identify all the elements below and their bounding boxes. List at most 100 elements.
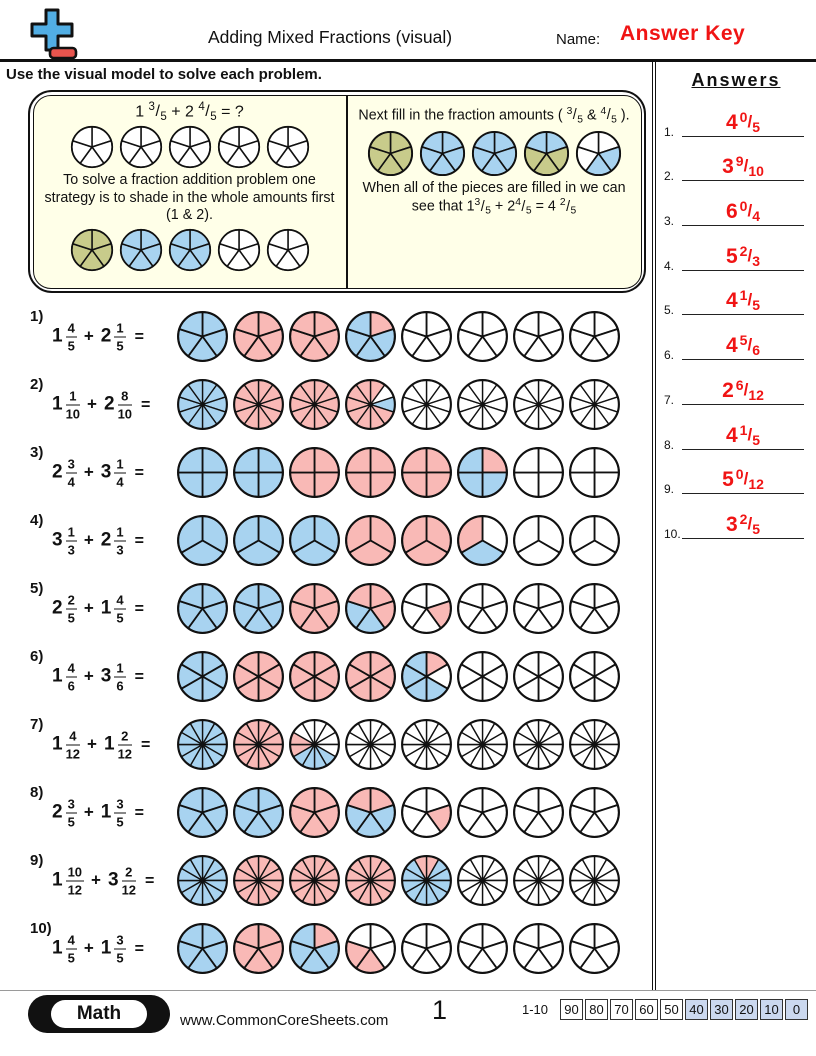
answer-whole: 4 — [725, 334, 738, 358]
problem-row: 1) 1 4 5 +2 1 5 = — [0, 303, 652, 371]
fraction-circle — [345, 855, 396, 906]
fraction-circle — [177, 855, 228, 906]
answer-denominator: 3 — [752, 252, 760, 269]
fraction-circle — [233, 923, 284, 974]
equals-sign: = — [141, 736, 151, 754]
answer-number: 5. — [664, 303, 675, 318]
fraction-circle — [233, 855, 284, 906]
fraction-numerator: 10 — [65, 864, 85, 882]
fraction-numerator: 1 — [114, 524, 126, 542]
problem-expression: 1 4 5 +1 3 5 = — [52, 934, 144, 965]
stacked-fraction: 4 12 — [65, 730, 81, 761]
answer-item: 1. 4 0/5 — [656, 98, 816, 143]
inline-fraction: 4/5 — [600, 105, 617, 126]
problem-row: 6) 1 4 6 +3 1 6 = — [0, 643, 652, 711]
fraction-circle — [419, 130, 465, 176]
plus-sign: + — [83, 530, 94, 550]
answer-numerator: 2 — [739, 510, 748, 527]
plus-sign: + — [91, 870, 101, 890]
score-range-label: 1-10 — [522, 1002, 549, 1017]
fraction-denominator: 12 — [121, 882, 137, 898]
whole-number: 1 — [103, 733, 115, 755]
answer-number: 8. — [664, 437, 675, 452]
score-box: 30 — [710, 999, 733, 1020]
fraction-circle — [569, 787, 620, 838]
fraction-circle — [513, 719, 564, 770]
problem-row: 4) 3 1 3 +2 1 3 = — [0, 507, 652, 575]
stacked-fraction: 10 12 — [65, 864, 85, 897]
fraction-numerator: 1 — [65, 390, 81, 406]
answer-whole: 3 — [725, 512, 738, 536]
fraction-circle — [345, 651, 396, 702]
equals-sign: = — [134, 804, 144, 822]
fraction-numerator: 2 — [121, 866, 137, 882]
whole-number: 2 — [52, 461, 63, 483]
whole-number: 3 — [100, 461, 112, 483]
fraction-circle — [70, 126, 113, 169]
fraction-numerator: 4 — [65, 320, 77, 338]
whole-number: 1 — [52, 733, 63, 755]
problem-expression: 2 3 5 +1 3 5 = — [52, 798, 144, 829]
fraction-circle — [168, 228, 211, 271]
inline-fraction: 2/5 — [559, 197, 577, 217]
inline-fraction: 4/5 — [198, 100, 217, 123]
fraction-circle — [457, 583, 508, 634]
answer-slash: / — [743, 379, 749, 399]
answer-value: 3 9/10 — [682, 153, 804, 179]
answer-line — [682, 225, 804, 227]
answer-value: 4 1/5 — [682, 287, 804, 313]
problem-expression: 1 4 5 +2 1 5 = — [52, 322, 144, 353]
example-paragraph-right-1: Next fill in the fraction amounts ( 3/5 … — [358, 105, 630, 126]
fraction-circle — [569, 447, 620, 498]
answer-number: 6. — [664, 348, 675, 363]
answer-value: 5 0/12 — [682, 466, 804, 492]
problem-expression: 1 10 12 +3 2 12 = — [52, 866, 154, 897]
fraction-circle — [457, 447, 508, 498]
fraction-circle — [569, 719, 620, 770]
fraction-circle — [266, 126, 309, 169]
answer-numerator: 0 — [739, 108, 748, 125]
fraction-numerator: 1 — [114, 320, 126, 338]
problem-label: 5) — [30, 580, 44, 597]
answer-numerator: 0 — [739, 198, 748, 215]
fraction-denominator: 3 — [116, 542, 124, 558]
fraction-circle — [177, 719, 228, 770]
fraction-circle — [345, 583, 396, 634]
fraction-circle — [513, 651, 564, 702]
answer-item: 8. 4 1/5 — [656, 411, 816, 456]
answer-item: 4. 5 2/3 — [656, 232, 816, 277]
fraction-circle — [168, 126, 211, 169]
answer-value: 6 0/4 — [682, 198, 804, 224]
fraction-circle — [233, 447, 284, 498]
fraction-circle — [233, 583, 284, 634]
answer-value: 4 0/5 — [682, 108, 804, 135]
fraction-circle — [569, 379, 620, 430]
fraction-circle — [345, 787, 396, 838]
whole-number: 2 — [103, 393, 115, 415]
fraction-circle — [569, 923, 620, 974]
problem-label: 2) — [30, 376, 44, 393]
fraction-circle — [513, 379, 564, 430]
answers-list: 1. 4 0/5 2. 3 9/10 3. 6 0/4 4. 5 2/3 5. 4 1/5 6. 4 5/6 7. 2… — [656, 98, 816, 545]
fraction-numerator: 1 — [65, 524, 77, 542]
answer-numerator: 2 — [739, 242, 748, 259]
equals-sign: = — [134, 328, 144, 346]
plus-sign: + — [83, 666, 94, 686]
whole-number: 2 — [100, 529, 112, 551]
problem-expression: 2 2 5 +1 4 5 = — [52, 594, 144, 625]
answer-number: 4. — [664, 258, 675, 273]
answer-item: 7. 2 6/12 — [656, 366, 816, 411]
fraction-circle — [401, 583, 452, 634]
answer-whole: 2 — [722, 378, 734, 402]
circles-row — [176, 922, 621, 975]
answer-line — [682, 135, 804, 137]
score-strip: 90 80 70 60 50 40 30 20 10 0 — [560, 999, 808, 1020]
fraction-denominator: 6 — [116, 678, 124, 694]
fraction-denominator: 10 — [117, 406, 133, 422]
answer-numerator: 6 — [735, 376, 744, 393]
example-problem-heading: 1 3/5 + 2 4/5 = ? — [135, 100, 244, 123]
fraction-circle — [401, 855, 452, 906]
